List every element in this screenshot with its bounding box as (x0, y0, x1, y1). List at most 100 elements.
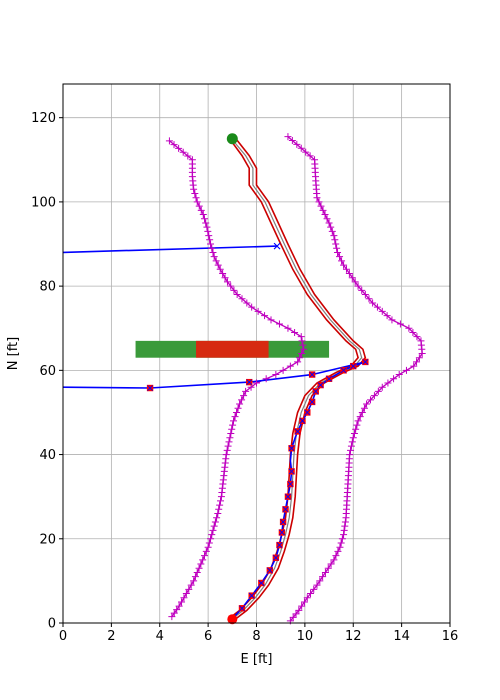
boundary-left-marker (175, 602, 183, 610)
y-tick-label: 80 (39, 280, 56, 295)
boundary-left-marker (294, 358, 302, 366)
boundary-right-marker (358, 408, 366, 416)
boundary-right-marker (342, 265, 350, 273)
boundary-right-marker (361, 291, 369, 299)
boundary-right-marker (396, 320, 404, 328)
boundary-right-marker (306, 152, 314, 160)
boundary-right-marker (369, 299, 377, 307)
boundary-right-marker (332, 240, 340, 248)
x-tick-label: 6 (204, 629, 212, 644)
waypoint-cross (276, 542, 283, 548)
boundary-right-marker (325, 219, 333, 227)
x-tick-label: 12 (345, 629, 362, 644)
boundary-right-marker (300, 598, 308, 606)
boundary-right-marker (354, 417, 362, 425)
boundary-left-marker (233, 291, 241, 299)
boundary-left-marker (253, 379, 260, 387)
boundary-right-marker (334, 248, 342, 256)
boundary-right-marker (345, 269, 353, 277)
boundary-left-marker (296, 354, 304, 362)
boundary-left-marker (284, 324, 292, 332)
boundary-left-marker (170, 609, 178, 617)
markers-layer (146, 133, 426, 625)
waypoint-cross (288, 468, 295, 475)
boundary-left-marker (187, 581, 195, 589)
boundary-left-marker (234, 404, 242, 412)
boundary-right-marker (402, 366, 410, 374)
boundary-right-marker (366, 396, 374, 404)
boundary-right-marker (313, 581, 321, 589)
boundary-right-marker (323, 215, 331, 223)
waypoint-cross (273, 554, 279, 561)
boundary-left-marker (175, 144, 183, 152)
ticks-layer: 0 2 4 6 8 10 12 14 16 0 20 40 60 80 100 120 (31, 111, 458, 644)
boundary-left-marker (204, 227, 212, 235)
boundary-right-marker (321, 568, 329, 576)
boundary-left-marker (217, 497, 225, 505)
boundary-right-marker (374, 387, 382, 395)
boundary-right-marker (410, 362, 418, 370)
waypoint-cross (147, 385, 153, 391)
waypoint-cross (246, 379, 253, 385)
path-right-line (235, 138, 367, 620)
x-tick-label: 14 (393, 629, 410, 644)
boundary-right-marker (341, 522, 349, 530)
boundary-right-marker (353, 421, 361, 429)
boundary-right-marker (331, 236, 339, 244)
boundary-left-marker (224, 442, 232, 450)
waypoint-cross (309, 371, 315, 378)
boundary-right-marker (338, 535, 346, 543)
boundary-left-marker (209, 248, 217, 256)
boundary-left-marker (203, 223, 211, 231)
waypoint-cross (287, 481, 294, 487)
boundary-right-marker (336, 253, 344, 261)
x-tick-label: 8 (252, 629, 260, 644)
boundary-right-marker (415, 354, 423, 362)
boundary-right-marker (330, 556, 338, 564)
x-tick-label: 0 (59, 629, 67, 644)
lines-layer (63, 136, 423, 622)
boundary-right-marker (365, 295, 373, 303)
waypoint-cross (299, 418, 306, 424)
boundary-left-marker (188, 156, 196, 164)
boundary-left-marker (242, 387, 250, 395)
boundary-right-marker (338, 257, 346, 265)
boundary-right-marker (354, 282, 362, 290)
boundary-left-marker (199, 211, 207, 219)
x-tick-label: 16 (442, 629, 459, 644)
boundary-right-marker (311, 156, 319, 164)
waypoint-cross (285, 493, 291, 500)
boundary-left-marker (179, 148, 187, 156)
boundary-right-marker (340, 261, 348, 269)
boundary-right-marker (289, 613, 297, 621)
boundary-left-marker (212, 257, 220, 265)
boundary-left-marker (216, 501, 224, 509)
boundary-right-marker (330, 232, 338, 240)
boundary-left-marker (197, 560, 205, 568)
boundary-right-marker (388, 316, 396, 324)
boundary-left-marker (240, 392, 248, 400)
boundary-left-marker (248, 303, 256, 311)
boundary-left-marker (227, 282, 235, 290)
boundary-left-marker (200, 215, 208, 223)
boundary-left-marker (262, 375, 270, 383)
boundary-right-marker (348, 274, 356, 282)
y-tick-label: 40 (39, 448, 56, 463)
boundary-right-marker (340, 531, 348, 539)
boundary-right-marker (405, 324, 413, 332)
boundary-right-marker (395, 371, 403, 379)
boundary-right-marker (347, 442, 355, 450)
waypoint-cross (294, 428, 301, 435)
boundary-right-line (287, 136, 423, 622)
boundary-left-marker (291, 328, 299, 336)
boundary-right-marker (284, 133, 292, 141)
boundary-right-marker (317, 202, 325, 210)
boundary-right-marker (384, 379, 392, 387)
boundary-left-marker (195, 564, 203, 572)
boundary-left-marker (195, 202, 203, 210)
start-marker (227, 614, 238, 625)
boundary-right-marker (324, 564, 332, 572)
boundary-right-marker (295, 606, 303, 614)
boundary-right-marker (347, 446, 355, 454)
boundary-left-marker (208, 244, 216, 252)
